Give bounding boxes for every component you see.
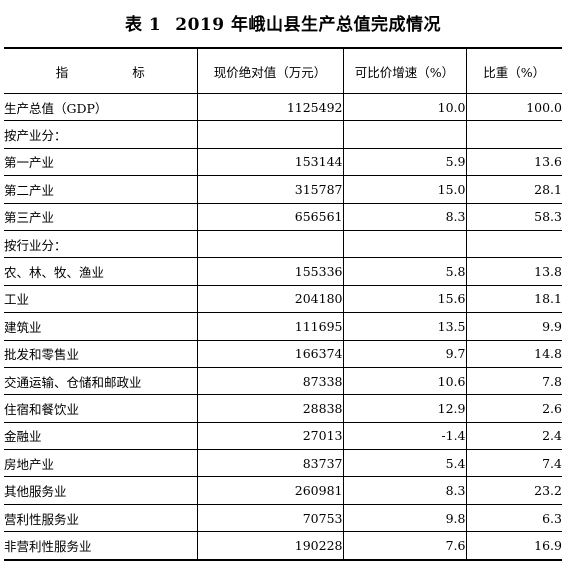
row-label: 营利性服务业 [4,504,198,533]
row-current-value: 111695 [196,312,344,341]
row-label: 农、林、牧、渔业 [4,257,198,286]
row-label: 非营利性服务业 [4,531,198,561]
row-share: 16.9 [465,531,562,561]
row-growth-rate: 15.0 [342,175,467,204]
table-number: 表 1 [125,15,162,35]
row-growth-rate: 13.5 [342,312,467,341]
table-body: 生产总值（GDP） 1125492 10.0 100.0 按产业分： 第一产业 153144… [4,93,562,561]
row-current-value: 1125492 [196,93,344,122]
row-current-value: 315787 [196,175,344,204]
table-row: 房地产业 83737 5.4 7.4 [4,449,562,478]
header-share: 比重（%） [465,47,562,94]
row-share: 23.2 [465,476,562,505]
table-row: 非营利性服务业 190228 7.6 16.9 [4,531,562,561]
table-row: 按行业分： [4,230,562,259]
row-growth-rate: 5.8 [342,257,467,286]
row-growth-rate: 8.3 [342,476,467,505]
row-label: 第一产业 [4,148,198,177]
row-growth-rate: 7.6 [342,531,467,561]
row-label: 第二产业 [4,175,198,204]
row-share: 18.1 [465,285,562,314]
row-growth-rate: 5.4 [342,449,467,478]
gdp-table: 指 标 现价绝对值（万元） 可比价增速（%） 比重（%） 生产总值（GDP） 11… [4,47,562,561]
row-share: 6.3 [465,504,562,533]
row-share: 7.4 [465,449,562,478]
row-growth-rate: 15.6 [342,285,467,314]
table-row: 金融业 27013 -1.4 2.4 [4,422,562,451]
row-label: 生产总值（GDP） [4,93,198,122]
row-current-value: 155336 [196,257,344,286]
row-growth-rate [342,230,467,259]
table-row: 按产业分： [4,120,562,149]
header-row: 指 标 现价绝对值（万元） 可比价增速（%） 比重（%） [4,47,562,94]
row-current-value: 83737 [196,449,344,478]
row-label: 按产业分： [4,120,198,149]
table-row: 生产总值（GDP） 1125492 10.0 100.0 [4,93,562,122]
row-label: 交通运输、仓储和邮政业 [4,367,198,396]
table-row: 营利性服务业 70753 9.8 6.3 [4,504,562,533]
table-title: 表 1 2019 年峨山县生产总值完成情况 [0,10,566,35]
row-growth-rate: 8.3 [342,203,467,231]
row-growth-rate: 9.8 [342,504,467,533]
table-row: 批发和零售业 166374 9.7 14.8 [4,340,562,368]
row-share: 28.1 [465,175,562,204]
row-current-value: 204180 [196,285,344,314]
row-growth-rate: 9.7 [342,340,467,368]
row-growth-rate: 12.9 [342,394,467,423]
row-current-value [196,230,344,259]
row-current-value: 656561 [196,203,344,231]
header-current-value: 现价绝对值（万元） [196,47,344,94]
header-indicator: 指 标 [4,47,198,94]
table-caption: 2019 年峨山县生产总值完成情况 [175,15,441,35]
row-share: 2.4 [465,422,562,451]
row-current-value [196,120,344,149]
row-share [465,230,562,259]
row-label: 房地产业 [4,449,198,478]
row-current-value: 153144 [196,148,344,177]
table-row: 住宿和餐饮业 28838 12.9 2.6 [4,394,562,423]
table-row: 第二产业 315787 15.0 28.1 [4,175,562,204]
row-growth-rate: 10.6 [342,367,467,396]
row-current-value: 70753 [196,504,344,533]
row-label: 批发和零售业 [4,340,198,368]
header-growth-rate: 可比价增速（%） [342,47,467,94]
table-header: 指 标 现价绝对值（万元） 可比价增速（%） 比重（%） [4,47,562,94]
table-row: 第一产业 153144 5.9 13.6 [4,148,562,177]
table-row: 其他服务业 260981 8.3 23.2 [4,476,562,505]
table-row: 建筑业 111695 13.5 9.9 [4,312,562,341]
row-label: 按行业分： [4,230,198,259]
row-share: 13.6 [465,148,562,177]
row-growth-rate: 5.9 [342,148,467,177]
table-row: 工业 204180 15.6 18.1 [4,285,562,314]
row-current-value: 166374 [196,340,344,368]
row-share: 58.3 [465,203,562,231]
row-label: 金融业 [4,422,198,451]
row-current-value: 260981 [196,476,344,505]
row-label: 第三产业 [4,203,198,231]
table-row: 第三产业 656561 8.3 58.3 [4,203,562,231]
row-share [465,120,562,149]
row-current-value: 28838 [196,394,344,423]
row-share: 100.0 [465,93,562,122]
row-share: 14.8 [465,340,562,368]
row-share: 13.8 [465,257,562,286]
row-growth-rate: -1.4 [342,422,467,451]
row-share: 9.9 [465,312,562,341]
row-label: 工业 [4,285,198,314]
row-label: 建筑业 [4,312,198,341]
row-label: 其他服务业 [4,476,198,505]
row-current-value: 87338 [196,367,344,396]
row-growth-rate: 10.0 [342,93,467,122]
row-share: 7.8 [465,367,562,396]
row-current-value: 190228 [196,531,344,561]
row-growth-rate [342,120,467,149]
row-current-value: 27013 [196,422,344,451]
row-label: 住宿和餐饮业 [4,394,198,423]
table-row: 农、林、牧、渔业 155336 5.8 13.8 [4,257,562,286]
row-share: 2.6 [465,394,562,423]
table-row: 交通运输、仓储和邮政业 87338 10.6 7.8 [4,367,562,396]
